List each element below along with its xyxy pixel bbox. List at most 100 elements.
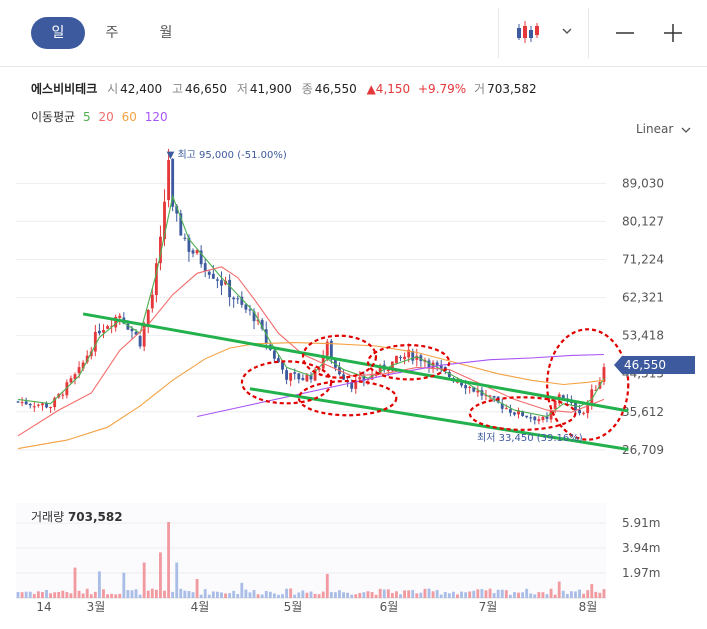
volume-bar [102, 589, 105, 598]
volume-bar [252, 590, 256, 598]
high-value: 46,650 [185, 82, 227, 96]
candle-body [403, 356, 407, 360]
candle-body [138, 336, 142, 347]
annotation-circle [546, 328, 630, 441]
candle-body [541, 416, 545, 420]
volume-bar [578, 589, 581, 598]
volume-bar [289, 588, 293, 598]
volume-bar [122, 572, 126, 598]
candle-body [407, 349, 411, 358]
candle-body [508, 409, 512, 413]
ma-120-label[interactable]: 120 [144, 110, 168, 124]
volume-bar [342, 592, 345, 598]
volume-bar [333, 592, 337, 598]
candle-body [203, 263, 207, 272]
volume-bar [590, 584, 594, 598]
candle-body [28, 403, 32, 406]
ma-20-label[interactable]: 20 [98, 110, 114, 124]
candle-body [81, 362, 85, 369]
volume-bar [65, 592, 69, 598]
volume-bar [435, 590, 439, 598]
volume-bar [395, 591, 398, 598]
volume-bar [199, 594, 203, 598]
candle-body [260, 320, 264, 329]
volume-bar [110, 593, 114, 598]
candle-body [175, 205, 179, 214]
candle-body [73, 374, 77, 380]
chevron-down-icon [681, 127, 691, 133]
x-tick-label: 14 [36, 600, 51, 614]
ma-60-label[interactable]: 60 [121, 110, 137, 124]
candle-body [447, 372, 451, 378]
tab-month[interactable]: 월 [159, 25, 173, 41]
ma-5-line [17, 194, 605, 418]
volume-bar [484, 590, 488, 598]
volume-bar [317, 594, 321, 598]
volume-bar [281, 594, 284, 598]
volume-bar [126, 590, 130, 598]
candle-body [244, 304, 248, 310]
volume-bar [468, 591, 472, 598]
candle-body [24, 401, 28, 405]
candle-body [236, 298, 240, 300]
volume-bar [195, 579, 199, 598]
chevron-down-icon[interactable] [560, 24, 574, 38]
volume-bar [419, 592, 423, 598]
candle-body [427, 360, 431, 368]
volume-bar [260, 594, 264, 598]
candle-body [93, 331, 97, 352]
candle-body [163, 201, 166, 240]
toolbar-divider [498, 8, 499, 58]
volume-bar [582, 593, 586, 598]
volume-bar [187, 591, 191, 598]
volume-bar [305, 592, 309, 598]
candle-body [415, 355, 419, 360]
volume-bar [358, 592, 362, 598]
candle-body [439, 364, 443, 369]
change-value: ▲4,150 [366, 82, 411, 96]
volume-bar [354, 594, 358, 598]
price-tick-label: 35,612 [622, 405, 664, 419]
low-value: 41,900 [249, 82, 292, 96]
candle-body [45, 403, 48, 408]
candle-body [301, 378, 305, 380]
volume-bar [138, 594, 142, 598]
candle-body [167, 160, 171, 201]
volume-tick-label: 3.94m [622, 541, 660, 555]
annotation-circle [468, 396, 577, 431]
volume-bar [171, 591, 175, 598]
volume-value: 703,582 [487, 82, 537, 96]
volume-bar [476, 589, 480, 598]
volume-bar [541, 592, 545, 598]
candle-body [211, 273, 215, 279]
ma-5-label[interactable]: 5 [83, 110, 91, 124]
plus-icon[interactable] [662, 22, 684, 44]
trendline [82, 312, 629, 413]
candle-body [537, 419, 541, 422]
candlestick-icon[interactable] [512, 18, 544, 48]
volume-bar [285, 588, 289, 598]
volume-bar [179, 588, 183, 598]
volume-bar [366, 591, 370, 598]
volume-bar [557, 581, 561, 598]
x-tick-label: 5월 [284, 600, 303, 614]
x-tick-label: 8월 [579, 600, 598, 614]
volume-bar [77, 590, 81, 598]
volume-bar [427, 588, 431, 598]
candle-body [329, 340, 333, 360]
tab-week[interactable]: 주 [105, 25, 119, 41]
tab-day[interactable]: 일 [31, 17, 85, 49]
volume-bar [561, 590, 565, 598]
current-price-tag [614, 356, 695, 375]
volume-title: 거래량 703,582 [31, 510, 123, 524]
candle-body [142, 324, 146, 347]
candle-body [215, 279, 219, 281]
volume-bar [57, 591, 61, 598]
volume-bar [106, 594, 109, 598]
scale-selector[interactable]: Linear [636, 122, 691, 136]
minus-icon[interactable] [614, 22, 636, 44]
candle-body [77, 367, 81, 374]
candle-body [289, 372, 293, 381]
candle-body [248, 309, 252, 311]
